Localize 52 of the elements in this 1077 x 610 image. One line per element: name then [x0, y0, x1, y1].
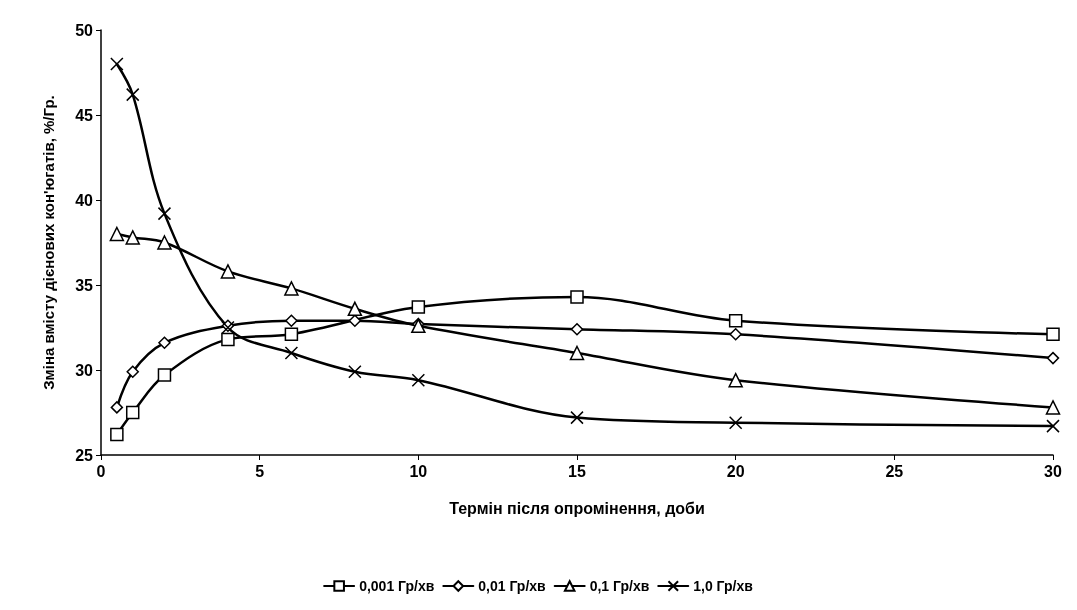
y-tick-label: 45 — [75, 106, 94, 124]
x-tick-label: 0 — [96, 462, 106, 480]
point — [157, 206, 172, 221]
x-tick-label: 25 — [885, 462, 904, 480]
point — [570, 290, 584, 304]
point — [125, 230, 140, 245]
point — [569, 345, 585, 361]
y-tick-label: 40 — [75, 191, 94, 209]
point — [284, 327, 299, 342]
point — [729, 328, 742, 341]
point — [728, 415, 743, 430]
point — [728, 372, 743, 388]
point — [411, 300, 426, 314]
point — [348, 364, 362, 379]
point — [1046, 327, 1060, 342]
point — [411, 373, 426, 387]
point — [221, 332, 235, 347]
point — [220, 264, 236, 279]
point — [157, 235, 172, 250]
point — [125, 87, 140, 102]
y-tick-label: 35 — [75, 276, 94, 294]
point — [158, 336, 171, 350]
point — [1046, 351, 1060, 365]
y-tick-label: 25 — [75, 446, 94, 464]
y-tick-label: 30 — [75, 361, 94, 379]
x-axis-title: Термін після опромінення, доби — [449, 499, 705, 517]
x-tick-label: 30 — [1044, 462, 1062, 480]
x-tick-label: 10 — [409, 462, 428, 480]
x-tick-label: 5 — [255, 462, 265, 480]
point — [284, 346, 299, 360]
x-tick-label: 20 — [726, 462, 745, 480]
legend-label: 0,001 Гр/хв — [359, 578, 435, 594]
point — [109, 226, 125, 242]
point — [347, 301, 363, 317]
legend-label: 0,1 Гр/хв — [589, 578, 650, 594]
legend-label: 1,0 Гр/хв — [693, 578, 754, 594]
point — [1045, 400, 1061, 415]
point — [348, 314, 362, 327]
point — [125, 405, 140, 420]
legend-label: 0,01 Гр/хв — [478, 578, 547, 594]
point — [728, 313, 743, 328]
y-axis-title: Зміна вмісту дієнових кон'югатів, %/Гр. — [40, 95, 57, 390]
point — [284, 281, 299, 296]
point — [157, 368, 172, 382]
point — [285, 314, 298, 327]
x-tick-label: 15 — [568, 462, 586, 480]
point — [110, 427, 124, 442]
point — [110, 401, 124, 414]
point — [570, 410, 584, 425]
point — [126, 365, 139, 378]
y-tick-label: 50 — [75, 21, 94, 39]
point — [570, 322, 584, 336]
